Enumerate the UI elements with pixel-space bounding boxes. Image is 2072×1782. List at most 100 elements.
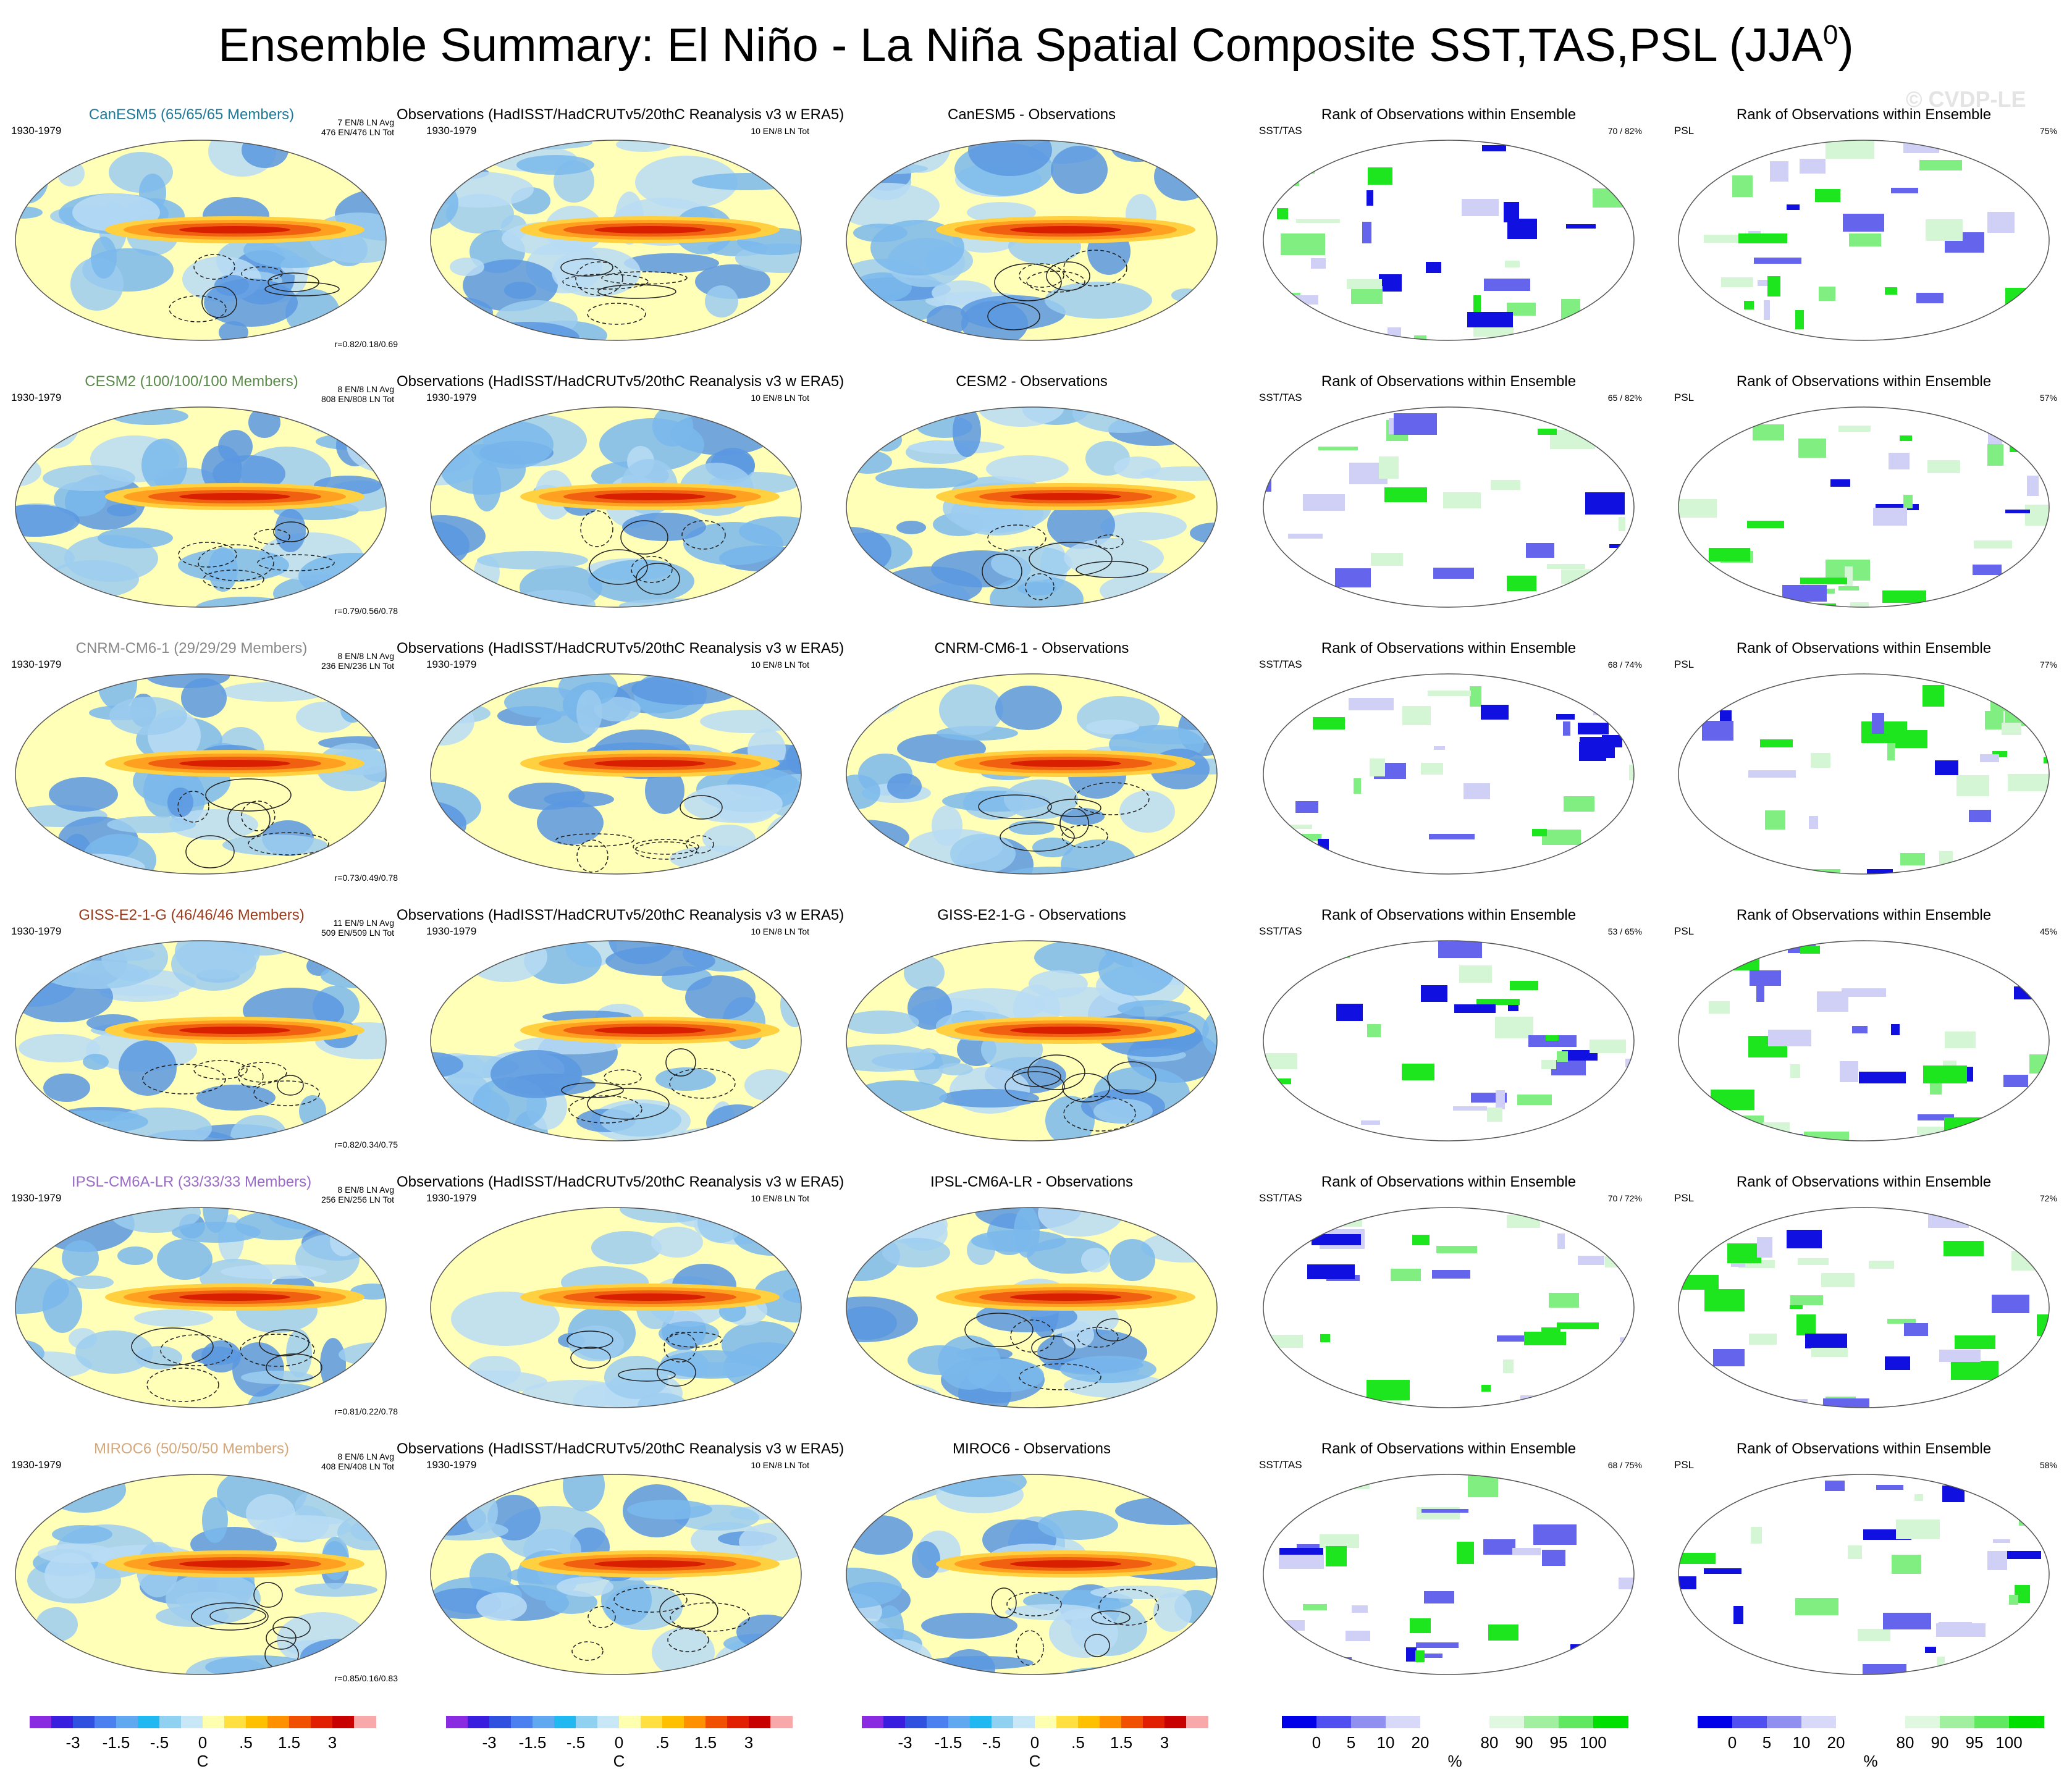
diff-title: CESM2 - Observations (956, 373, 1108, 390)
colorbar-swatch (1013, 1716, 1035, 1728)
rank-title: Rank of Observations within Ensemble (1736, 373, 1992, 390)
model-title: IPSL-CM6A-LR (33/33/33 Members) (71, 1174, 312, 1190)
temp-colorbar-2: -3 -1.5 -.5 0 .5 1.5 3 C (446, 1716, 793, 1770)
colorbar-tick: -.5 (150, 1733, 169, 1752)
colorbar-swatch (1559, 1716, 1594, 1728)
colorbar-swatch (446, 1716, 468, 1728)
diff-panel: CESM2 - Observations (831, 353, 1232, 616)
field-label: SST/TAS (1259, 1192, 1302, 1204)
field-label: PSL (1674, 1459, 1695, 1471)
colorbar-swatch (597, 1716, 620, 1728)
period-label: 1930-1979 (11, 1459, 62, 1471)
diff-panel: IPSL-CM6A-LR - Observations (831, 1154, 1232, 1416)
obs-panel: Observations (HadISST/HadCRUTv5/20thC Re… (397, 353, 844, 616)
field-label: PSL (1674, 1192, 1695, 1204)
obs-panel: Observations (HadISST/HadCRUTv5/20thC Re… (397, 887, 844, 1149)
colorbar-tick: 10 (1376, 1733, 1395, 1752)
rank-sst-panel: Rank of Observations within Ensemble SST/… (1248, 86, 1649, 349)
globe-map (846, 940, 1218, 1141)
colorbar-swatch (181, 1716, 203, 1728)
rank-title: Rank of Observations within Ensemble (1736, 1440, 1992, 1457)
pattern-correlation: r=0.73/0.49/0.78 (334, 873, 398, 883)
model-panel: IPSL-CM6A-LR (33/33/33 Members) 1930-1979… (0, 1154, 402, 1416)
model-title: CanESM5 (65/65/65 Members) (88, 106, 295, 123)
diff-panel: MIROC6 - Observations (831, 1421, 1232, 1683)
member-counts: 8 EN/8 LN Avg 236 EN/236 LN Tot (321, 651, 394, 671)
field-label: PSL (1674, 125, 1695, 137)
colorbar-tick: 0 (1030, 1733, 1040, 1752)
colorbar-swatch (1698, 1716, 1733, 1728)
obs-panel: Observations (HadISST/HadCRUTv5/20thC Re… (397, 1421, 844, 1683)
globe-map (1678, 1207, 2050, 1408)
obs-title: Observations (HadISST/HadCRUTv5/20thC Re… (397, 106, 844, 123)
diff-panel: GISS-E2-1-G - Observations (831, 887, 1232, 1149)
colorbar-swatch (289, 1716, 311, 1728)
globe-map (1263, 940, 1635, 1141)
pattern-correlation: r=0.79/0.56/0.78 (334, 606, 398, 616)
colorbar-swatch (992, 1716, 1014, 1728)
globe-map (1678, 140, 2050, 341)
obs-counts: 10 EN/8 LN Tot (751, 1193, 809, 1203)
colorbar-swatch (554, 1716, 576, 1728)
colorbar-unit: % (1447, 1752, 1462, 1770)
colorbar-swatch (73, 1716, 95, 1728)
pattern-correlation: r=0.82/0.18/0.69 (334, 339, 398, 349)
colorbar-swatch (159, 1716, 182, 1728)
model-panel: MIROC6 (50/50/50 Members) 1930-1979 8 EN/6… (0, 1421, 402, 1683)
member-counts: 8 EN/8 LN Avg 808 EN/808 LN Tot (321, 384, 394, 404)
count-avg: 8 EN/8 LN Avg (337, 1185, 394, 1195)
watermark: © CVDP-LE (1906, 86, 2026, 112)
colorbar-tick: 90 (1515, 1733, 1533, 1752)
model-panel: CNRM-CM6-1 (29/29/29 Members) 1930-1979 8 … (0, 620, 402, 883)
model-title: CESM2 (100/100/100 Members) (85, 373, 298, 390)
colorbar-swatch (749, 1716, 771, 1728)
colorbar-swatch (1100, 1716, 1122, 1728)
rank-percent: 70 / 82% (1607, 126, 1642, 136)
colorbar-swatch (1164, 1716, 1187, 1728)
rank-title: Rank of Observations within Ensemble (1321, 1440, 1577, 1457)
rank-percent: 68 / 75% (1607, 1460, 1642, 1470)
globe-map (430, 673, 802, 875)
globe-map (1263, 406, 1635, 608)
colorbar-swatch (1186, 1716, 1208, 1728)
title-text: Ensemble Summary: El Niño - La Niña Spat… (218, 19, 1823, 72)
colorbar-tick: 80 (1896, 1733, 1914, 1752)
colorbar-swatch (1905, 1716, 1940, 1728)
colorbar-tick: .5 (239, 1733, 253, 1752)
colorbar-tick: 90 (1931, 1733, 1949, 1752)
rank-psl-panel: Rank of Observations within Ensemble PSL 7… (1663, 620, 2065, 883)
globe-map (846, 1207, 1218, 1408)
field-label: PSL (1674, 925, 1695, 937)
colorbar-tick: 1.5 (694, 1733, 717, 1752)
rank-psl-panel: Rank of Observations within Ensemble PSL 5… (1663, 1421, 2065, 1683)
rank-title: Rank of Observations within Ensemble (1736, 640, 1992, 657)
obs-panel: Observations (HadISST/HadCRUTv5/20thC Re… (397, 86, 844, 349)
colorbar-tick: .5 (655, 1733, 669, 1752)
rank-sst-panel: Rank of Observations within Ensemble SST/… (1248, 1421, 1649, 1683)
globe-map (430, 940, 802, 1141)
period-label: 1930-1979 (11, 658, 62, 670)
model-title: MIROC6 (50/50/50 Members) (93, 1440, 290, 1457)
period-label: 1930-1979 (426, 925, 477, 937)
globe-map (15, 1474, 387, 1675)
colorbar-swatch (311, 1716, 333, 1728)
obs-title: Observations (HadISST/HadCRUTv5/20thC Re… (397, 640, 844, 657)
colorbar-swatch (354, 1716, 376, 1728)
field-label: SST/TAS (1259, 1459, 1302, 1471)
rank-percent: 75% (2039, 126, 2057, 136)
colorbar-tick: 3 (327, 1733, 337, 1752)
pattern-correlation: r=0.82/0.34/0.75 (334, 1140, 398, 1149)
colorbar-swatch (883, 1716, 906, 1728)
colorbar-tick: 100 (1995, 1733, 2023, 1752)
colorbar-tick: 20 (1827, 1733, 1845, 1752)
colorbar-tick: 0 (198, 1733, 208, 1752)
count-avg: 11 EN/9 LN Avg (333, 918, 394, 928)
colorbar-swatch (2009, 1716, 2044, 1728)
count-tot: 808 EN/808 LN Tot (321, 394, 394, 404)
rank-psl-panel: Rank of Observations within Ensemble PSL 7… (1663, 86, 2065, 349)
colorbar-swatch (770, 1716, 793, 1728)
colorbar-tick: 80 (1480, 1733, 1499, 1752)
colorbar-swatch (116, 1716, 138, 1728)
rank-percent: 68 / 74% (1607, 660, 1642, 670)
colorbar-swatch (727, 1716, 749, 1728)
